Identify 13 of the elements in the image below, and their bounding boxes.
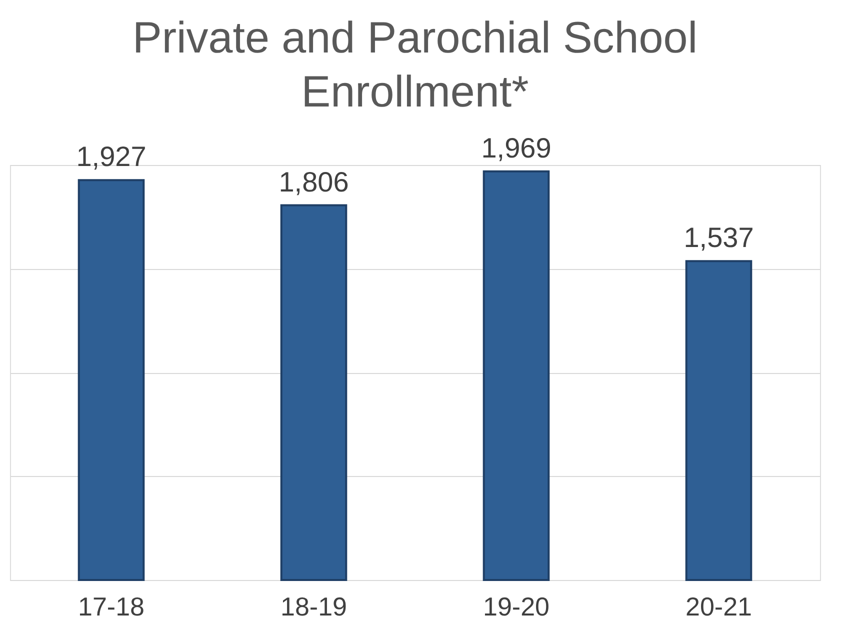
data-label: 1,927 (76, 141, 146, 172)
data-label: 1,969 (481, 132, 552, 164)
chart-title: Private and Parochial School Enrollment* (132, 13, 698, 116)
data-label: 1,537 (684, 222, 754, 254)
bar (78, 179, 145, 581)
x-tick-label: 19-20 (483, 592, 550, 622)
x-tick-label: 20-21 (686, 592, 752, 622)
bar (482, 170, 550, 581)
x-tick-label: 17-18 (78, 592, 144, 622)
data-label: 1,806 (278, 166, 349, 198)
bar (685, 260, 752, 581)
x-tick-label: 18-19 (280, 592, 347, 622)
bar (280, 204, 348, 581)
